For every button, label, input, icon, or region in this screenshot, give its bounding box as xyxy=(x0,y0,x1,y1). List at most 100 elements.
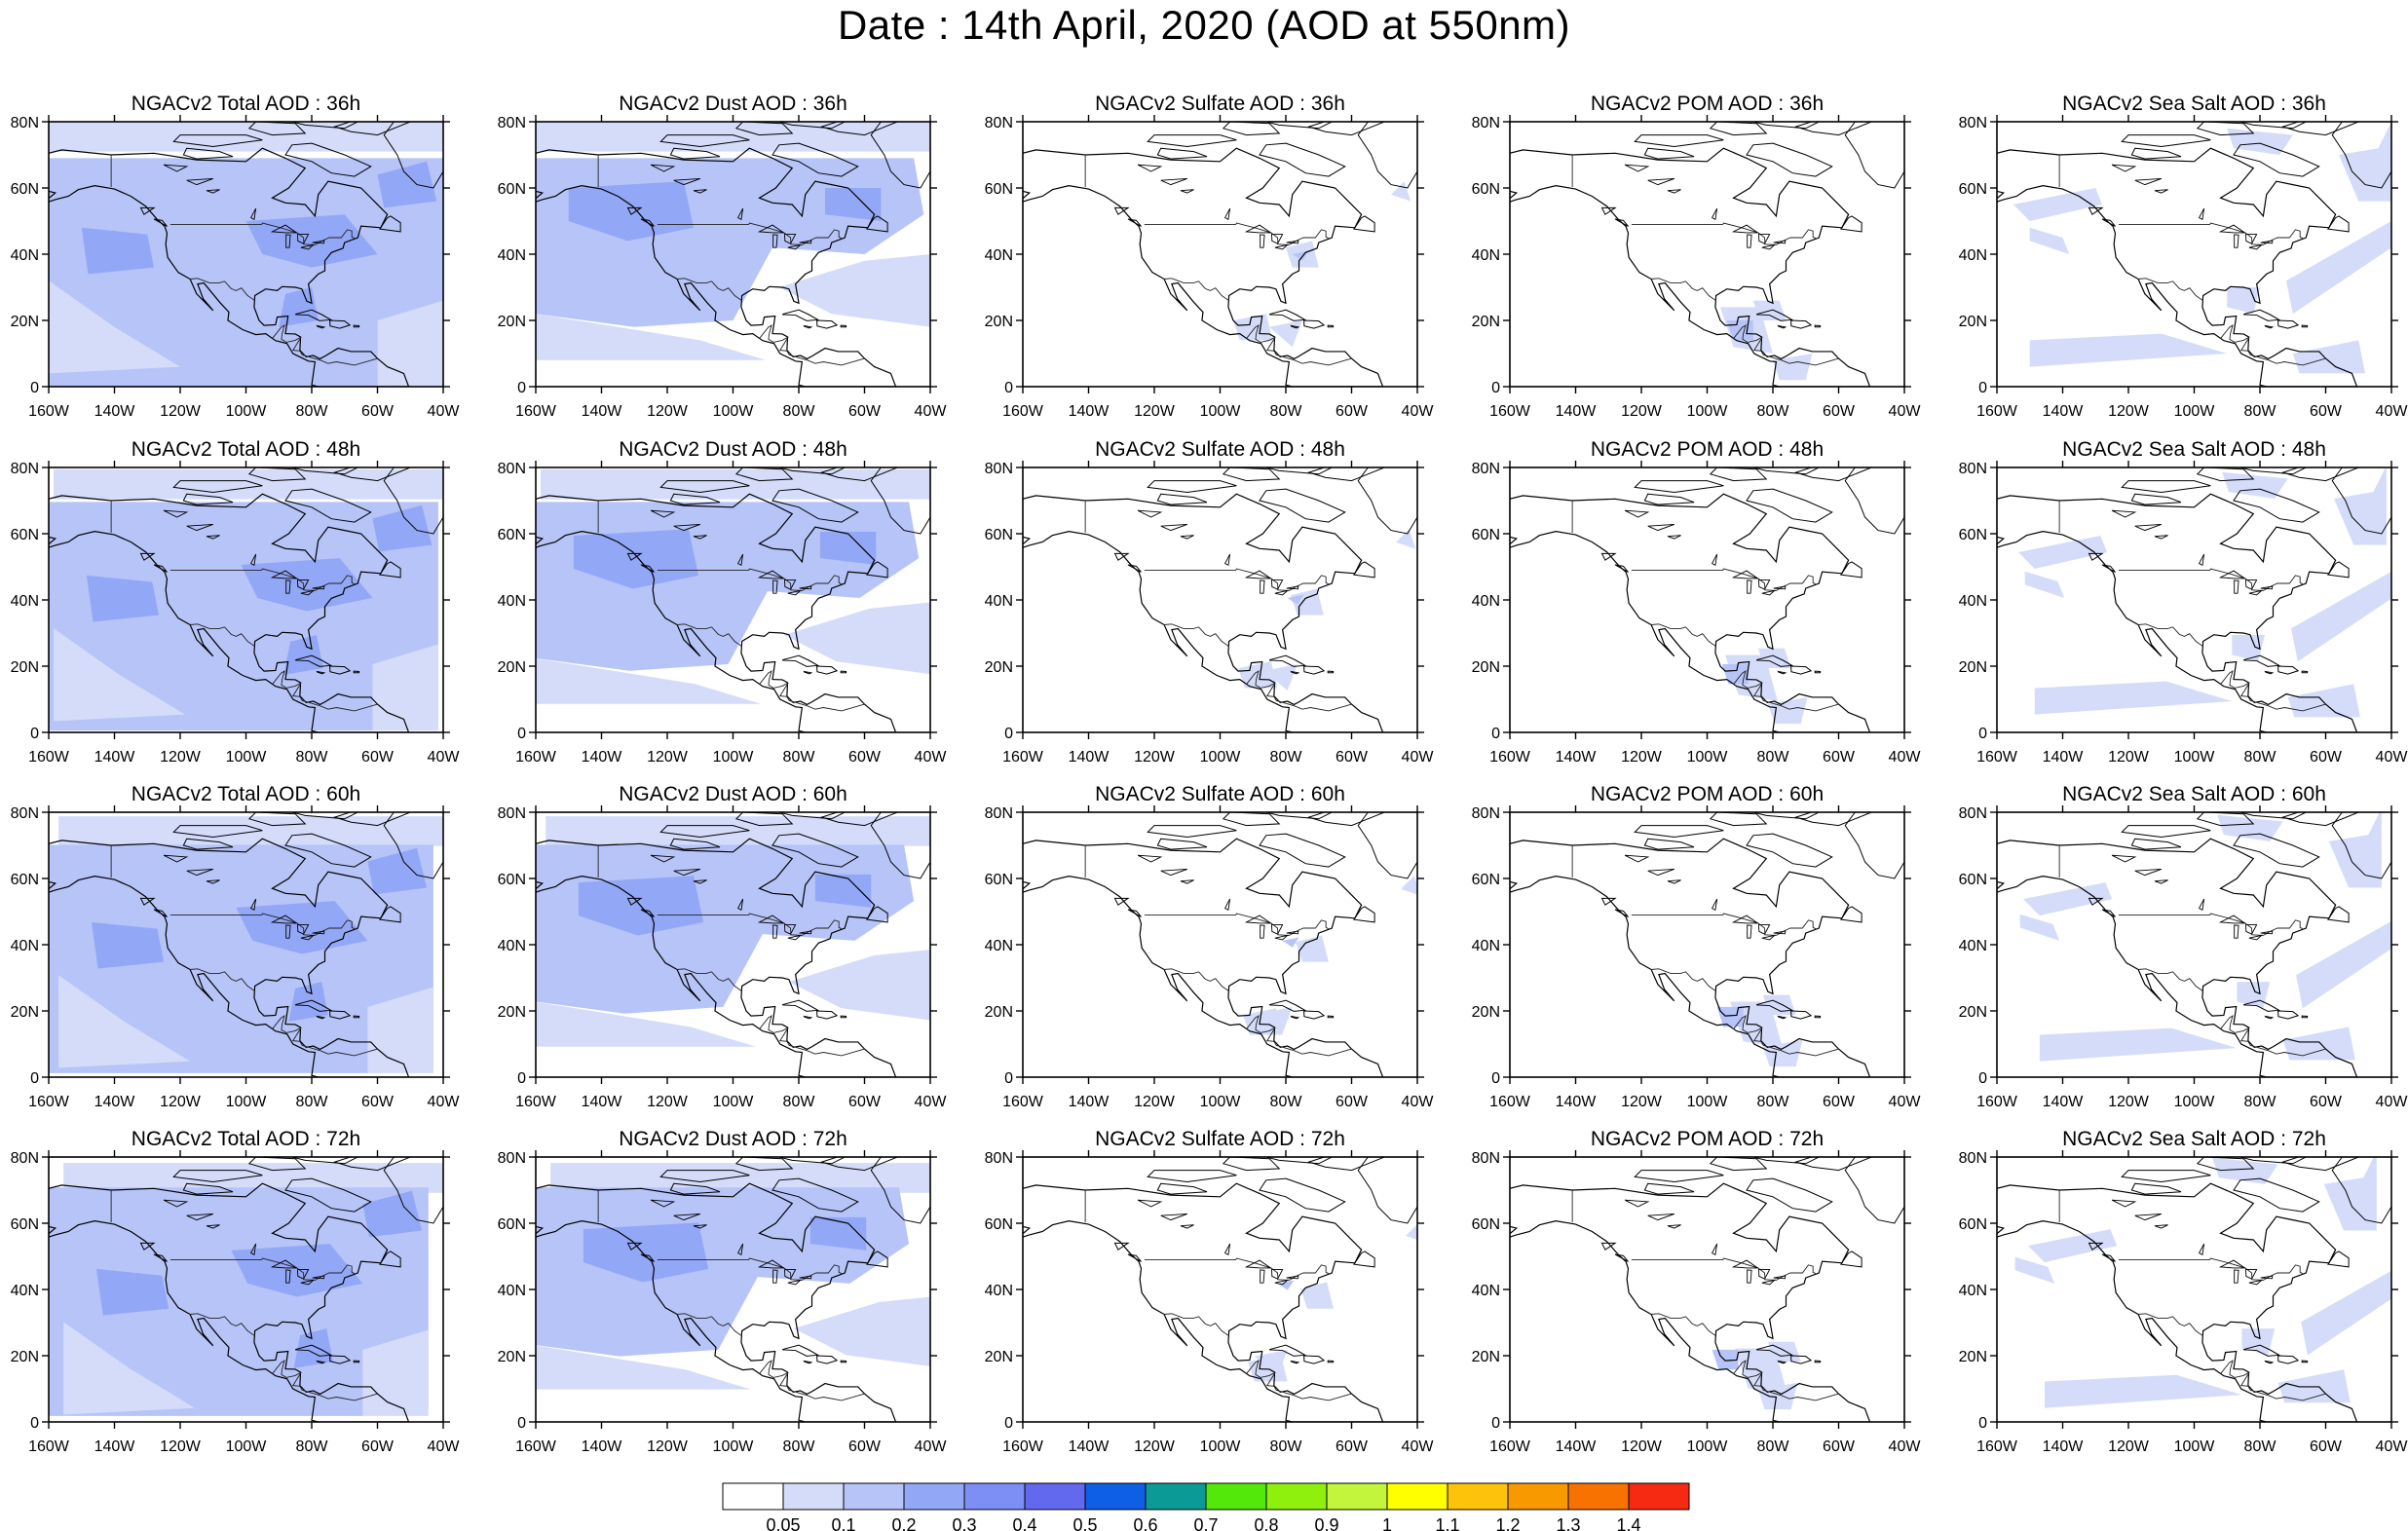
lake-outline xyxy=(784,234,797,244)
lon-tick-label: 100W xyxy=(2174,403,2216,420)
lat-tick-label: 20N xyxy=(985,1349,1013,1365)
panel-title: NGACv2 Total AOD : 60h xyxy=(132,783,360,805)
country-border xyxy=(2118,222,2304,245)
island-outline xyxy=(1327,324,1335,328)
lon-tick-label: 60W xyxy=(848,403,882,420)
country-border xyxy=(169,568,356,591)
colorbar-swatch xyxy=(722,1482,784,1511)
lat-tick-label: 60N xyxy=(1959,872,1987,888)
lake-outline xyxy=(206,1224,220,1229)
country-border xyxy=(2137,623,2204,648)
map-panel-pom-1: NGACv2 POM AOD : 48h 80N 60N 40N 20N 0 160W 140… xyxy=(1472,438,1922,766)
island-outline xyxy=(1790,665,1813,675)
colorbar-swatch xyxy=(1447,1482,1509,1511)
lat-tick-label: 60N xyxy=(1472,872,1500,888)
island-outline xyxy=(2196,1157,2255,1172)
island-outline xyxy=(353,1360,360,1363)
island-outline xyxy=(2130,1182,2182,1195)
aod-shading xyxy=(293,1328,333,1368)
lake-outline xyxy=(300,1279,316,1286)
aod-shading xyxy=(1757,648,1791,669)
panel-title: NGACv2 Sulfate AOD : 60h xyxy=(1095,783,1345,805)
aod-shading xyxy=(372,504,433,552)
lake-outline xyxy=(300,934,316,941)
island-outline xyxy=(1268,999,1307,1012)
lon-tick-label: 140W xyxy=(2043,749,2085,766)
island-outline xyxy=(1357,812,1417,879)
lake-outline xyxy=(1137,509,1163,518)
lon-tick-label: 60W xyxy=(848,749,882,766)
aod-shading xyxy=(2039,1027,2238,1062)
lon-tick-label: 100W xyxy=(1687,749,1729,766)
country-border xyxy=(1631,913,1817,936)
coastline xyxy=(49,1182,410,1422)
colorbar-swatch xyxy=(1145,1482,1207,1511)
island-outline xyxy=(865,561,888,579)
aod-shading xyxy=(283,635,323,675)
lat-tick-label: 60N xyxy=(1472,1216,1500,1233)
lake-outline xyxy=(249,553,257,566)
lon-tick-label: 140W xyxy=(1556,749,1598,766)
lon-tick-label: 140W xyxy=(582,1438,623,1455)
aod-shading xyxy=(809,1216,867,1251)
aod-shading xyxy=(1287,594,1304,605)
lake-outline xyxy=(1271,924,1284,935)
lake-outline xyxy=(2245,1269,2258,1280)
lake-outline xyxy=(1223,898,1231,911)
lake-outline xyxy=(1747,234,1752,248)
lat-tick-label: 40N xyxy=(11,247,39,264)
lake-outline xyxy=(650,1199,676,1208)
lake-outline xyxy=(186,869,213,877)
island-outline xyxy=(2331,812,2391,879)
lake-outline xyxy=(693,189,707,194)
aod-shading xyxy=(1260,1006,1293,1034)
island-outline xyxy=(294,654,333,667)
lon-tick-label: 140W xyxy=(1069,749,1110,766)
lake-outline xyxy=(1711,553,1718,566)
aod-shading xyxy=(2323,1157,2377,1231)
lat-tick-label: 20N xyxy=(1472,1349,1500,1365)
lat-tick-label: 80N xyxy=(1472,115,1500,131)
aod-shading xyxy=(1391,181,1411,202)
country-border xyxy=(2220,324,2326,366)
island-outline xyxy=(2280,812,2360,827)
lat-tick-label: 0 xyxy=(30,1415,39,1432)
island-outline xyxy=(1303,319,1326,329)
aod-shading xyxy=(583,1222,709,1283)
lake-outline xyxy=(1667,1224,1681,1229)
lake-outline xyxy=(2248,243,2264,250)
island-outline xyxy=(1127,564,1142,573)
lake-outline xyxy=(2234,579,2239,594)
island-outline xyxy=(2101,218,2116,227)
lake-outline xyxy=(1180,535,1194,540)
lake-outline xyxy=(1271,579,1284,590)
lake-outline xyxy=(1244,1259,1272,1269)
aod-shading xyxy=(2217,814,2283,841)
island-outline xyxy=(353,324,360,328)
island-outline xyxy=(2233,1177,2320,1213)
lake-outline xyxy=(1286,585,1299,590)
lon-tick-label: 160W xyxy=(28,1438,70,1455)
coastline xyxy=(49,493,410,732)
lat-tick-label: 20N xyxy=(1959,1004,1987,1021)
lake-outline xyxy=(650,509,676,518)
island-outline xyxy=(316,324,326,329)
island-outline xyxy=(2280,1157,2360,1172)
coastline xyxy=(1023,147,1384,387)
island-outline xyxy=(1600,897,1617,906)
island-outline xyxy=(2331,1157,2391,1224)
lon-tick-label: 120W xyxy=(2108,403,2150,420)
coastline xyxy=(49,147,410,387)
island-outline xyxy=(1643,838,1695,850)
island-outline xyxy=(2130,147,2182,160)
aod-shading xyxy=(1712,1349,1739,1370)
lake-outline xyxy=(772,579,778,594)
island-outline xyxy=(1790,1010,1813,1020)
lon-tick-label: 120W xyxy=(160,1094,202,1110)
lon-tick-label: 60W xyxy=(848,1438,882,1455)
map-panel-dust-3: NGACv2 Dust AOD : 72h 80N 60N 40N 20N 0 160W 14… xyxy=(498,1128,948,1455)
country-border xyxy=(657,913,843,936)
coastline xyxy=(1510,147,1871,387)
aod-shading xyxy=(793,1296,930,1366)
country-border xyxy=(2137,278,2204,302)
